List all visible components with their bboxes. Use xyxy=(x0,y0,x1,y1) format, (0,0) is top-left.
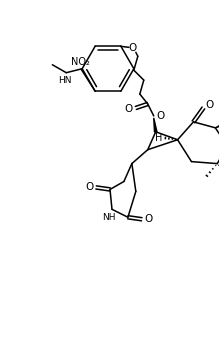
Text: NH: NH xyxy=(102,213,116,222)
Text: HN: HN xyxy=(59,76,72,85)
Text: H: H xyxy=(155,133,162,143)
Text: O: O xyxy=(129,43,137,53)
Polygon shape xyxy=(154,118,157,132)
Text: O: O xyxy=(125,104,133,114)
Text: O: O xyxy=(205,100,213,110)
Text: O: O xyxy=(85,183,93,192)
Text: O: O xyxy=(157,111,165,121)
Text: NO₂: NO₂ xyxy=(71,57,90,67)
Polygon shape xyxy=(215,121,220,128)
Text: O: O xyxy=(145,214,153,224)
